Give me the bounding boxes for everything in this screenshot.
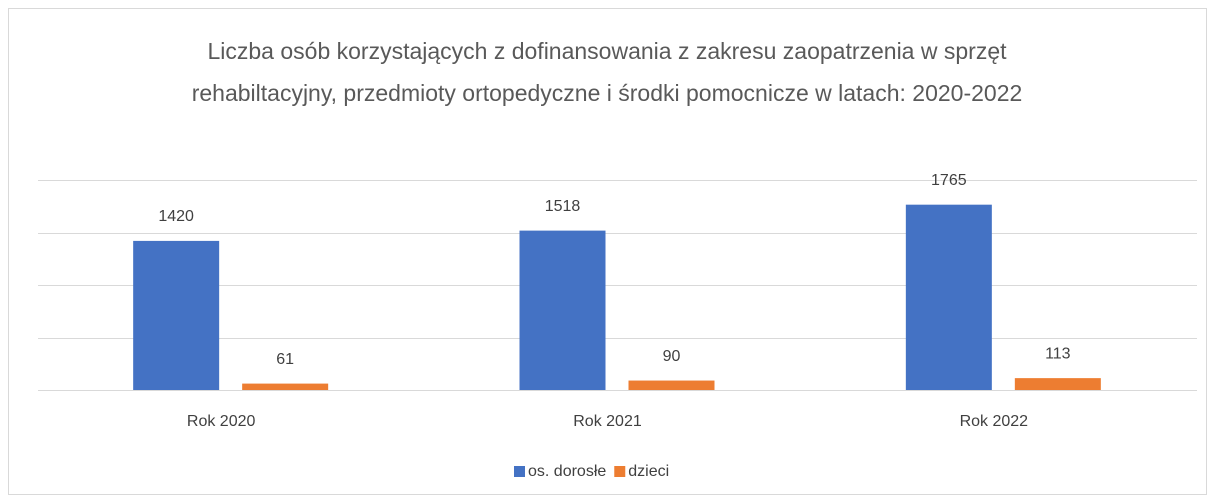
data-label: 90 (663, 348, 681, 365)
legend-label: os. dorosłe (528, 463, 606, 480)
x-tick-label: Rok 2020 (187, 413, 256, 430)
bar (242, 383, 329, 390)
data-label: 1765 (931, 172, 967, 189)
chart-title: Liczba osób korzystających z dofinansowa… (191, 38, 1023, 106)
bar (905, 204, 992, 390)
legend-swatch (514, 466, 525, 477)
bar (1014, 378, 1101, 390)
chart-border (8, 8, 1207, 495)
x-tick-label: Rok 2022 (960, 413, 1029, 430)
bar (133, 240, 220, 390)
data-label: 113 (1045, 345, 1071, 362)
bar (628, 380, 715, 390)
data-label: 1420 (158, 208, 194, 225)
x-tick-label: Rok 2021 (573, 413, 642, 430)
bar (519, 230, 606, 390)
legend-swatch (614, 466, 626, 477)
data-label: 1518 (545, 198, 581, 215)
legend-label: dzieci (628, 463, 669, 480)
data-label: 61 (276, 351, 294, 368)
